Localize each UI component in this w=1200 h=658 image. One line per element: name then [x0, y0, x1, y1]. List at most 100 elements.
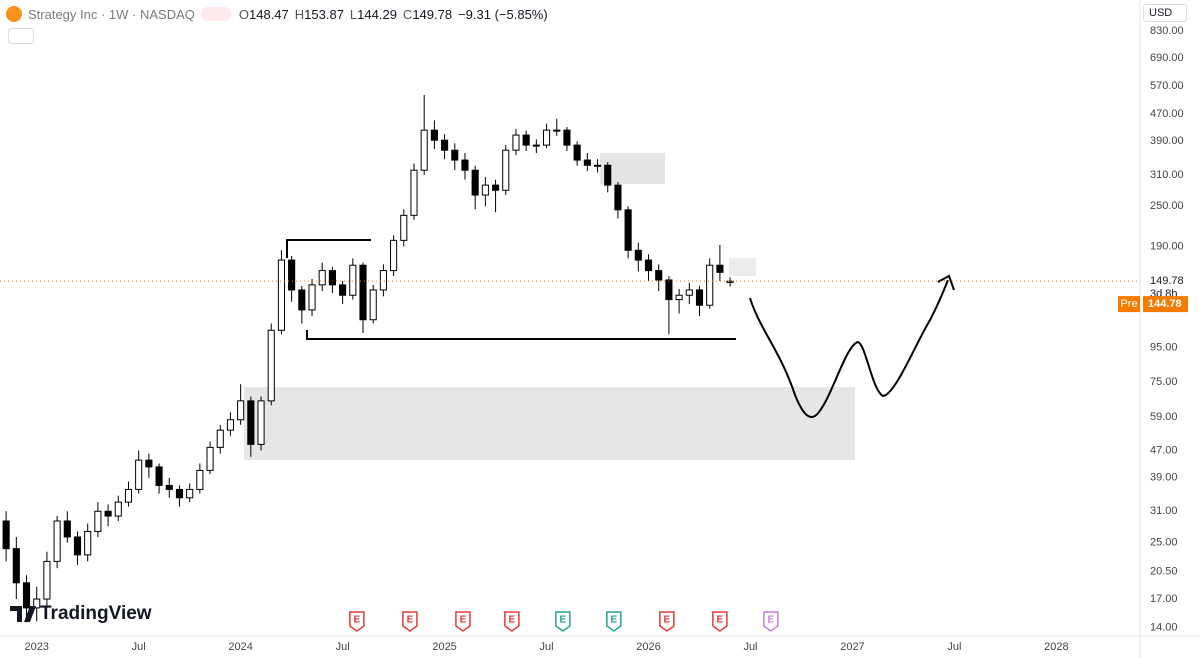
- candle-body: [165, 484, 173, 490]
- symbol-title[interactable]: Strategy Inc · 1W · NASDAQ: [28, 6, 195, 22]
- y-tick-label: 570.00: [1150, 80, 1184, 92]
- earnings-event[interactable]: E: [712, 611, 728, 632]
- event-icon: [712, 611, 728, 632]
- x-tick-label: 2024: [228, 641, 252, 653]
- candle-body: [267, 329, 275, 402]
- y-tick-label: 250.00: [1150, 200, 1184, 212]
- candle-body: [451, 149, 459, 161]
- candle-body: [237, 400, 245, 421]
- ohlc-value: 153.87: [304, 6, 344, 22]
- candle-body: [593, 164, 602, 167]
- earnings-event[interactable]: E: [606, 611, 622, 632]
- y-tick-label: 310.00: [1150, 169, 1184, 181]
- candle-body: [277, 259, 285, 331]
- candle-body: [502, 149, 510, 191]
- candle-body: [308, 284, 316, 311]
- candle-body: [155, 466, 163, 486]
- earnings-event[interactable]: E: [349, 611, 365, 632]
- currency-button[interactable]: USD: [1143, 4, 1187, 22]
- session-icon: [200, 7, 231, 21]
- range-top: [286, 239, 371, 258]
- event-label: E: [509, 615, 516, 626]
- candle-body: [553, 129, 561, 132]
- earnings-event[interactable]: E: [455, 611, 471, 632]
- y-tick-label: 190.00: [1150, 240, 1184, 252]
- x-tick-label: 2026: [636, 641, 660, 653]
- event-icon: [349, 611, 365, 632]
- candle-body: [655, 270, 663, 281]
- y-tick-label: 47.00: [1150, 444, 1178, 456]
- candle-body: [104, 510, 112, 517]
- candle-body: [84, 530, 92, 556]
- candle-body: [492, 184, 500, 191]
- ohlc-value: 148.47: [249, 6, 289, 22]
- candle-body: [716, 264, 724, 273]
- candle-body: [114, 501, 122, 517]
- legend: Strategy Inc · 1W · NASDAQ O148.47 H153.8…: [6, 5, 548, 23]
- x-tick-label: 2023: [24, 641, 48, 653]
- event-label: E: [768, 615, 775, 626]
- y-tick-label: 390.00: [1150, 135, 1184, 147]
- collapse-button[interactable]: [8, 28, 34, 44]
- change: −9.31 (−5.85%): [458, 6, 548, 22]
- candle-body: [644, 259, 653, 272]
- ohlc-item: C149.78: [401, 7, 452, 22]
- event-icon: [763, 611, 779, 632]
- candle-body: [420, 129, 428, 171]
- candle-body: [94, 510, 102, 532]
- candle-body: [695, 289, 704, 306]
- logo-mark: [10, 606, 36, 622]
- event-icon: [606, 611, 622, 632]
- y-tick-label: 39.00: [1150, 472, 1178, 484]
- candle-body: [33, 598, 41, 609]
- candle-body: [349, 264, 357, 296]
- candle-body: [22, 582, 31, 609]
- y-tick-label: 95.00: [1150, 342, 1178, 354]
- candle-body: [124, 488, 133, 503]
- candle-body: [675, 294, 683, 301]
- y-tick-label: 31.00: [1150, 505, 1178, 517]
- event-label: E: [460, 615, 467, 626]
- candle-body: [206, 446, 214, 471]
- y-tick-label: 470.00: [1150, 108, 1184, 120]
- pre-badge: [1118, 296, 1140, 313]
- event-label: E: [407, 615, 414, 626]
- candle-body: [186, 488, 194, 499]
- earnings-event[interactable]: E: [659, 611, 675, 632]
- event-icon: [455, 611, 471, 632]
- y-tick-label: 59.00: [1150, 411, 1178, 423]
- earnings-event[interactable]: E: [555, 611, 571, 632]
- earnings-event[interactable]: E: [504, 611, 520, 632]
- candles: [2, 94, 734, 623]
- candle-body: [410, 169, 418, 216]
- y-tick-label: 20.50: [1150, 566, 1178, 578]
- candle-body: [706, 264, 714, 306]
- candle-body: [318, 270, 326, 286]
- event-label: E: [664, 615, 671, 626]
- symbol-logo: [6, 6, 22, 22]
- earnings-event[interactable]: E: [402, 611, 418, 632]
- candle-body: [369, 289, 377, 321]
- y-tick-label: 25.00: [1150, 537, 1178, 549]
- candle-body: [685, 289, 693, 296]
- ohlc-label: L: [349, 6, 358, 22]
- y-tick-label: 75.00: [1150, 376, 1178, 388]
- ohlc-value: 149.78: [412, 6, 453, 22]
- ohlc-value: 144.29: [357, 6, 397, 22]
- candle-body: [216, 429, 224, 448]
- candle-body: [614, 184, 622, 211]
- candle-body: [53, 520, 61, 562]
- candle-body: [542, 129, 551, 146]
- candle-body: [522, 134, 530, 146]
- pre-price: 144.78: [1148, 298, 1182, 310]
- projection-arrow: [937, 274, 955, 291]
- event-icon: [504, 611, 520, 632]
- candle-body: [583, 159, 591, 166]
- candle-body: [73, 536, 82, 556]
- event-label: E: [717, 615, 724, 626]
- candle-body: [145, 459, 153, 468]
- candle-body: [2, 520, 10, 550]
- candle-body: [298, 289, 306, 311]
- earnings-event[interactable]: E: [763, 611, 779, 632]
